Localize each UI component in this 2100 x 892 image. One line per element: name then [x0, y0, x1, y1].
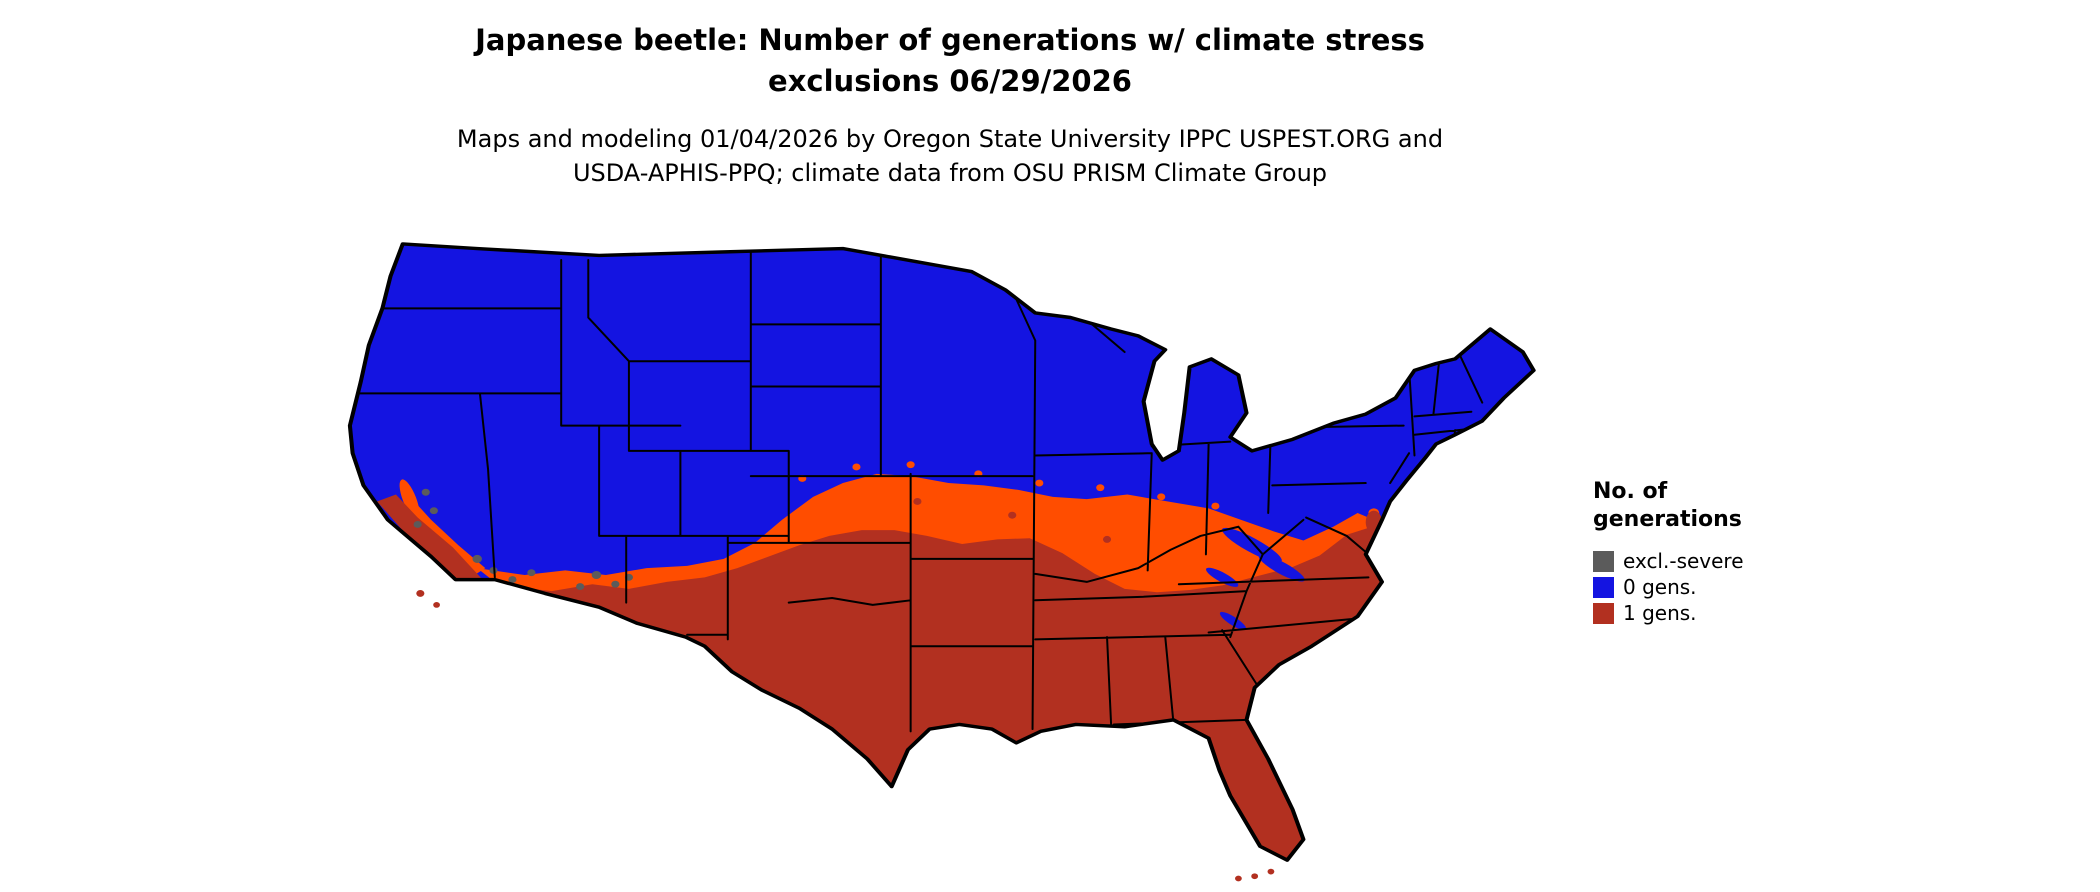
- legend-item: excl.-severe: [1593, 549, 1744, 574]
- legend-label: 0 gens.: [1623, 575, 1697, 599]
- subtitle-line-1: Maps and modeling 01/04/2026 by Oregon S…: [456, 125, 1444, 153]
- state-borders: [353, 252, 1483, 731]
- title-line-1: Japanese beetle: Number of generations w…: [475, 23, 1425, 57]
- legend-title-line-2: generations: [1593, 507, 1742, 532]
- warm-speckles: [398, 461, 1380, 576]
- legend-title: No. of generations: [1593, 478, 1744, 534]
- legend-label: excl.-severe: [1623, 549, 1744, 573]
- legend-title-line-1: No. of: [1593, 479, 1668, 504]
- appalachian-blue-streaks: [424, 467, 1305, 631]
- legend-items: excl.-severe 0 gens. 1 gens.: [1593, 549, 1744, 626]
- legend-item: 0 gens.: [1593, 575, 1744, 600]
- title-line-2: exclusions 06/29/2026: [768, 64, 1132, 98]
- us-map: [335, 229, 1554, 890]
- legend-item: 1 gens.: [1593, 601, 1744, 626]
- us-map-svg: [335, 229, 1554, 882]
- legend-swatch-excluded: [1593, 551, 1614, 572]
- legend-swatch-one-gen: [1593, 603, 1614, 624]
- legend-label: 1 gens.: [1623, 601, 1697, 625]
- subtitle-line-2: USDA-APHIS-PPQ; climate data from OSU PR…: [572, 159, 1328, 187]
- page-title: Japanese beetle: Number of generations w…: [0, 20, 1900, 102]
- legend: No. of generations excl.-severe 0 gens. …: [1593, 478, 1744, 627]
- page-subtitle: Maps and modeling 01/04/2026 by Oregon S…: [0, 122, 1900, 190]
- offshore-islands: [416, 589, 1275, 882]
- legend-swatch-zero-gens: [1593, 577, 1614, 598]
